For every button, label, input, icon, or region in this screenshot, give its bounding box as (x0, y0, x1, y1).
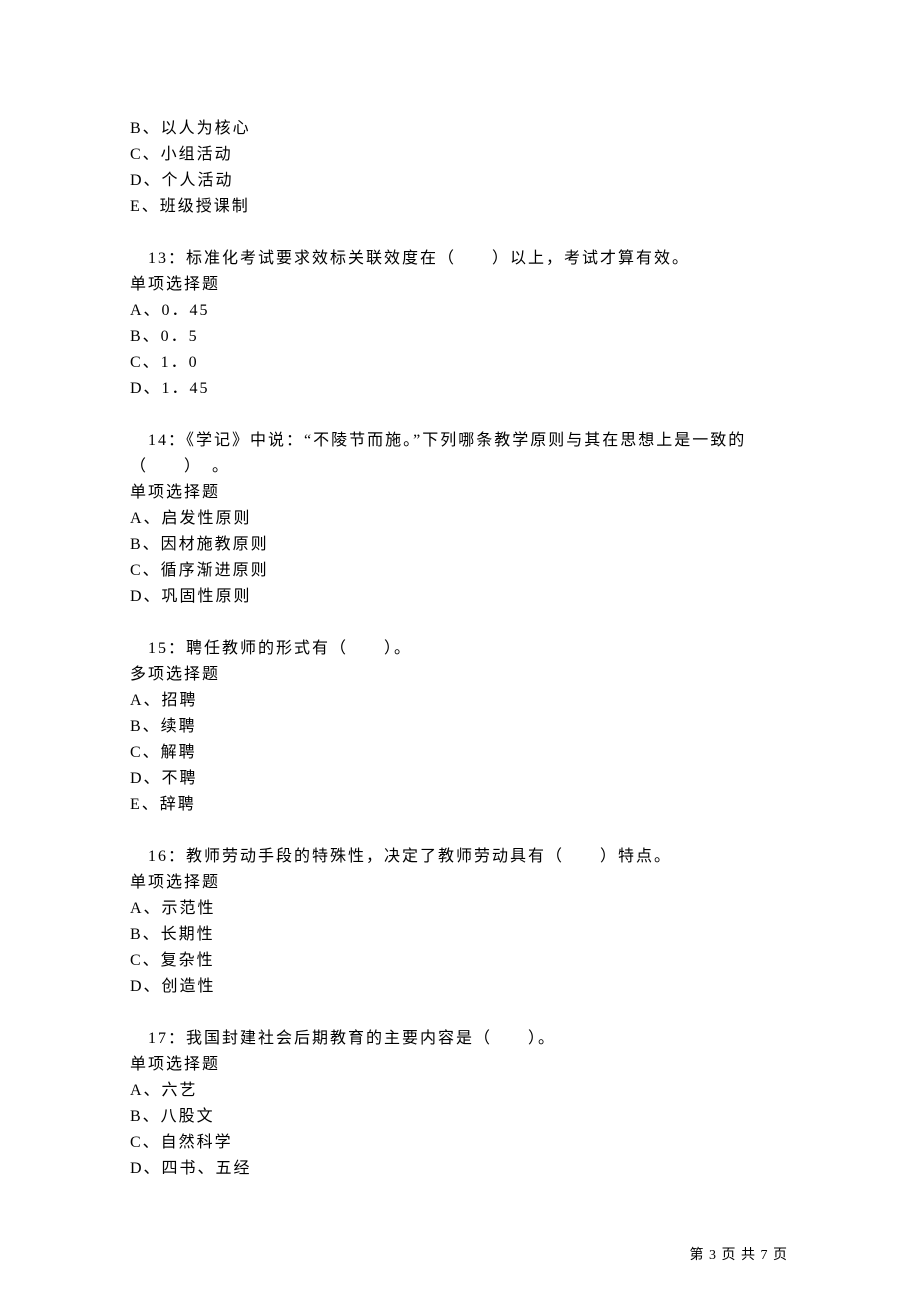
option-14-c: C、循序渐进原则 (130, 558, 790, 584)
option-12-e: E、班级授课制 (130, 194, 790, 220)
option-13-a: A、0．45 (130, 298, 790, 324)
option-12-b: B、以人为核心 (130, 116, 790, 142)
option-15-c: C、解聘 (130, 740, 790, 766)
option-14-d: D、巩固性原则 (130, 584, 790, 610)
option-14-a: A、启发性原则 (130, 506, 790, 532)
question-15-type: 多项选择题 (130, 662, 790, 688)
question-16-type: 单项选择题 (130, 870, 790, 896)
option-15-e: E、辞聘 (130, 792, 790, 818)
question-15-text: 15：聘任教师的形式有（ ）。 (130, 636, 790, 662)
page-footer: 第 3 页 共 7 页 (690, 1244, 789, 1264)
option-17-c: C、自然科学 (130, 1130, 790, 1156)
option-17-b: B、八股文 (130, 1104, 790, 1130)
option-16-a: A、示范性 (130, 896, 790, 922)
option-15-a: A、招聘 (130, 688, 790, 714)
question-17-text: 17：我国封建社会后期教育的主要内容是（ ）。 (130, 1026, 790, 1052)
question-14-text-line1: 14：《学记》中说：“不陵节而施。”下列哪条教学原则与其在思想上是一致的 (130, 428, 790, 454)
question-17-type: 单项选择题 (130, 1052, 790, 1078)
question-16-text: 16：教师劳动手段的特殊性，决定了教师劳动具有（ ）特点。 (130, 844, 790, 870)
option-16-d: D、创造性 (130, 974, 790, 1000)
option-17-a: A、六艺 (130, 1078, 790, 1104)
option-13-c: C、1．0 (130, 350, 790, 376)
question-14-type: 单项选择题 (130, 480, 790, 506)
option-14-b: B、因材施教原则 (130, 532, 790, 558)
option-12-c: C、小组活动 (130, 142, 790, 168)
option-13-d: D、1．45 (130, 376, 790, 402)
option-16-b: B、长期性 (130, 922, 790, 948)
question-13-text: 13：标准化考试要求效标关联效度在（ ）以上，考试才算有效。 (130, 246, 790, 272)
option-12-d: D、个人活动 (130, 168, 790, 194)
option-16-c: C、复杂性 (130, 948, 790, 974)
question-14-text-line2: （ ） 。 (130, 454, 790, 480)
option-13-b: B、0．5 (130, 324, 790, 350)
option-15-d: D、不聘 (130, 766, 790, 792)
question-13-type: 单项选择题 (130, 272, 790, 298)
document-content: B、以人为核心 C、小组活动 D、个人活动 E、班级授课制 13：标准化考试要求… (0, 0, 920, 1182)
option-17-d: D、四书、五经 (130, 1156, 790, 1182)
option-15-b: B、续聘 (130, 714, 790, 740)
